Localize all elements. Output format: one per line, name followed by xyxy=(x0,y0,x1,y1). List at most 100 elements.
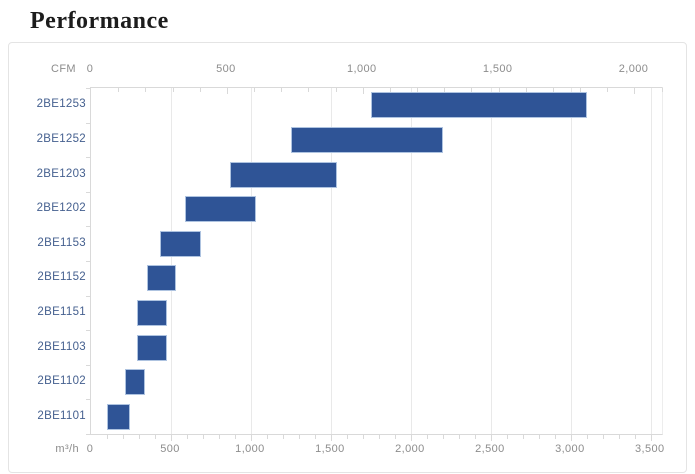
category-axis-tick xyxy=(86,399,90,401)
top-axis-tick xyxy=(145,88,147,92)
bottom-axis-tick-label: 3,000 xyxy=(555,443,585,455)
plot-area xyxy=(86,87,663,441)
category-axis-tick xyxy=(86,88,90,89)
top-axis-tick-label: 2,000 xyxy=(618,63,649,75)
range-bar xyxy=(137,299,167,326)
top-axis-tick xyxy=(335,88,337,92)
category-axis-tick xyxy=(86,295,90,297)
bottom-axis-tick-label: 2,500 xyxy=(475,443,505,455)
range-bar xyxy=(290,126,443,153)
bottom-axis-tick xyxy=(410,435,412,441)
gridline xyxy=(650,88,652,434)
bottom-axis-tick xyxy=(250,435,252,441)
top-axis-tick xyxy=(552,88,554,92)
bottom-axis-tick xyxy=(362,435,364,439)
range-bar xyxy=(106,403,131,430)
bottom-axis-tick xyxy=(218,435,220,439)
category-axis-tick xyxy=(86,122,90,124)
top-axis-tick xyxy=(118,88,120,92)
top-axis-unit-label: CFM xyxy=(50,63,76,75)
category-label: 2BE1102 xyxy=(37,375,86,388)
top-axis-tick xyxy=(362,88,364,94)
bottom-axis-tick xyxy=(394,435,396,439)
bottom-axis-tick xyxy=(426,435,428,439)
top-axis-tick xyxy=(308,88,310,92)
bottom-axis-tick-label: 500 xyxy=(160,443,180,455)
category-axis-tick xyxy=(86,226,90,228)
range-bar xyxy=(137,334,167,361)
top-axis-tick xyxy=(199,88,201,92)
category-axis-tick xyxy=(86,157,90,159)
top-axis-tick-label: 1,500 xyxy=(482,63,513,75)
category-label: 2BE1101 xyxy=(37,409,86,422)
gridline xyxy=(410,88,412,434)
bottom-axis-tick xyxy=(554,435,556,439)
bottom-axis-tick xyxy=(298,435,300,439)
gridline xyxy=(170,88,172,434)
top-axis-tick-label: 1,000 xyxy=(346,63,377,75)
bottom-axis-tick-label: 1,500 xyxy=(315,443,345,455)
gridline xyxy=(250,88,252,434)
top-axis-tick xyxy=(661,88,663,92)
category-label: 2BE1103 xyxy=(37,340,86,353)
bottom-axis-tick xyxy=(346,435,348,439)
gridline xyxy=(490,88,492,434)
range-bar xyxy=(159,230,202,257)
top-axis-tick xyxy=(634,88,636,94)
bottom-axis-tick xyxy=(186,435,188,439)
category-label: 2BE1153 xyxy=(37,236,86,249)
bottom-axis-unit-label: m³/h xyxy=(55,443,79,455)
bottom-axis-tick xyxy=(458,435,460,439)
top-axis-tick xyxy=(226,88,228,94)
bottom-axis-tick xyxy=(154,435,156,439)
bottom-axis-tick-label: 0 xyxy=(86,443,94,455)
bottom-axis-tick xyxy=(122,435,124,439)
bottom-axis-tick xyxy=(378,435,380,439)
top-axis-tick xyxy=(580,88,582,92)
category-label: 2BE1253 xyxy=(36,98,86,111)
bottom-axis-tick-label: 2,000 xyxy=(395,443,425,455)
top-axis-tick xyxy=(389,88,391,92)
bottom-axis-tick xyxy=(234,435,236,439)
bottom-axis-tick xyxy=(586,435,588,439)
bottom-axis-tick xyxy=(602,435,604,439)
bottom-axis-tick xyxy=(490,435,492,441)
top-axis-tick-label: 0 xyxy=(86,63,94,75)
bottom-axis-tick xyxy=(330,435,332,441)
bottom-axis-tick xyxy=(106,435,108,439)
top-axis-tick xyxy=(498,88,500,94)
bottom-axis-tick xyxy=(442,435,444,439)
performance-chart: CFM 0 500 1,000 1,500 2,000 2BE1253 2BE1252 2B… xyxy=(8,42,687,473)
bottom-axis-tick xyxy=(650,435,652,441)
top-axis-tick xyxy=(607,88,609,92)
category-axis-tick xyxy=(86,261,90,262)
gridline xyxy=(330,88,332,434)
top-axis-tick-label: 500 xyxy=(216,63,236,75)
bottom-axis-tick xyxy=(474,435,476,439)
bottom-axis-tick xyxy=(506,435,508,439)
top-axis-tick xyxy=(444,88,446,92)
category-label: 2BE1202 xyxy=(36,202,86,215)
range-bar xyxy=(124,369,145,396)
bottom-axis-tick xyxy=(266,435,268,439)
bottom-axis-tick xyxy=(202,435,204,439)
range-bar xyxy=(370,92,587,119)
bottom-axis-tick xyxy=(314,435,316,439)
bottom-axis-tick xyxy=(522,435,524,439)
top-axis-tick xyxy=(471,88,473,92)
top-axis-tick xyxy=(417,88,419,92)
range-bar xyxy=(146,265,176,292)
range-bar xyxy=(230,161,338,188)
bottom-axis-tick xyxy=(618,435,620,439)
bottom-axis-tick-label: 3,500 xyxy=(635,443,665,455)
top-axis-tick xyxy=(172,88,174,92)
category-axis-tick xyxy=(86,191,90,193)
top-axis-tick xyxy=(525,88,527,92)
category-label: 2BE1203 xyxy=(36,167,86,180)
bottom-axis-tick-label: 1,000 xyxy=(235,443,265,455)
gridline xyxy=(570,88,572,434)
bottom-axis-tick xyxy=(570,435,572,441)
bottom-axis-tick xyxy=(634,435,636,439)
category-axis-tick xyxy=(86,364,90,366)
range-bar xyxy=(185,196,256,223)
